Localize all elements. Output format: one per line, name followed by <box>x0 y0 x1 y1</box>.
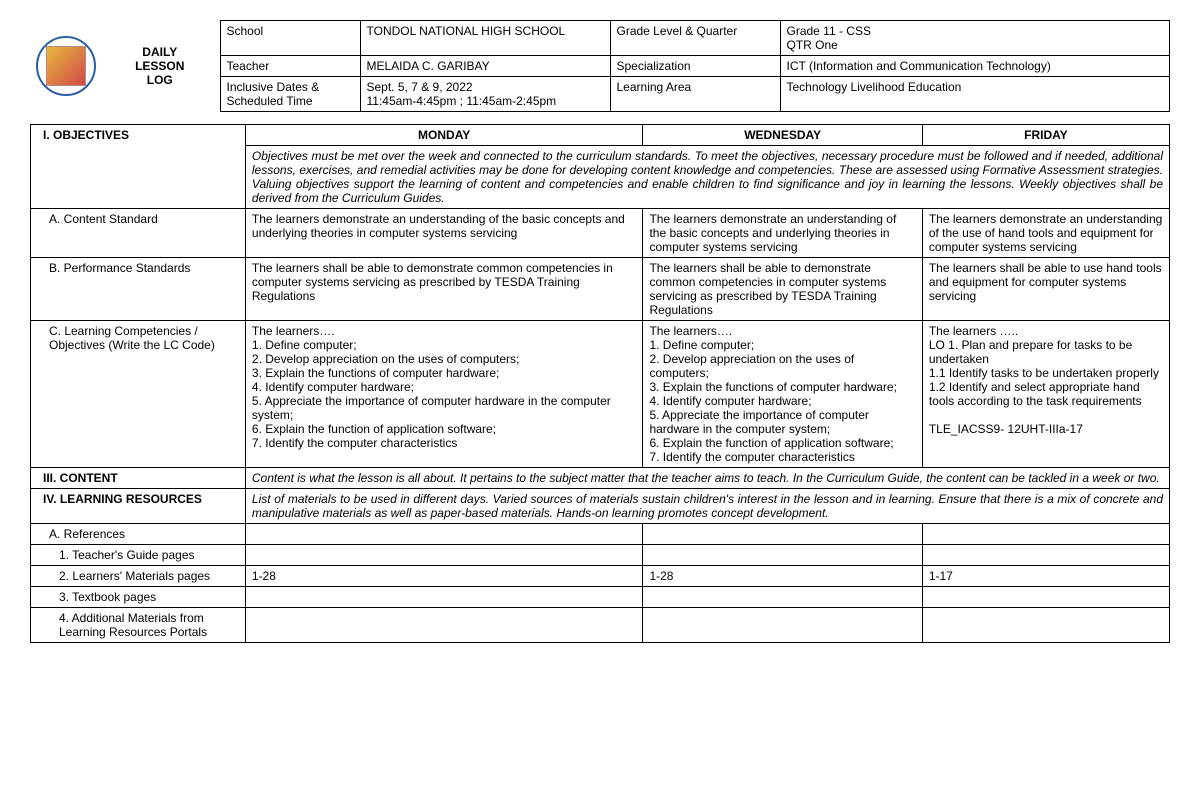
content-std-mon: The learners demonstrate an understandin… <box>245 209 643 258</box>
refs-mon <box>245 524 643 545</box>
hdr-teacher-value: MELAIDA C. GARIBAY <box>360 56 610 77</box>
perf-std-fri: The learners shall be able to use hand t… <box>922 258 1169 321</box>
perf-std-wed: The learners shall be able to demonstrat… <box>643 258 922 321</box>
lm-label: 2. Learners' Materials pages <box>31 566 246 587</box>
tb-wed <box>643 587 922 608</box>
perf-standard-row: B. Performance Standards The learners sh… <box>31 258 1170 321</box>
dll-line3: LOG <box>106 73 214 87</box>
am-wed <box>643 608 922 643</box>
tg-wed <box>643 545 922 566</box>
hdr-dates-value: Sept. 5, 7 & 9, 202211:45am-4:45pm ; 11:… <box>360 77 610 112</box>
learn-comp-wed: The learners….1. Define computer;2. Deve… <box>643 321 922 468</box>
perf-std-label: B. Performance Standards <box>31 258 246 321</box>
content-label: III. CONTENT <box>31 468 246 489</box>
content-std-fri: The learners demonstrate an understandin… <box>922 209 1169 258</box>
content-row: III. CONTENT Content is what the lesson … <box>31 468 1170 489</box>
lm-fri: 1-17 <box>922 566 1169 587</box>
lm-row: 2. Learners' Materials pages 1-28 1-28 1… <box>31 566 1170 587</box>
hdr-dates-label: Inclusive Dates & Scheduled Time <box>220 77 360 112</box>
hdr-teacher-label: Teacher <box>220 56 360 77</box>
hdr-school-label: School <box>220 21 360 56</box>
resources-row: IV. LEARNING RESOURCES List of materials… <box>31 489 1170 524</box>
tb-fri <box>922 587 1169 608</box>
refs-wed <box>643 524 922 545</box>
tg-fri <box>922 545 1169 566</box>
dll-title-cell: DAILY LESSON LOG <box>100 21 220 112</box>
lm-mon: 1-28 <box>245 566 643 587</box>
refs-label: A. References <box>31 524 246 545</box>
tb-mon <box>245 587 643 608</box>
hdr-area-value: Technology Livelihood Education <box>780 77 1170 112</box>
references-row: A. References <box>31 524 1170 545</box>
logo-cell <box>30 21 100 112</box>
refs-fri <box>922 524 1169 545</box>
am-mon <box>245 608 643 643</box>
tb-label: 3. Textbook pages <box>31 587 246 608</box>
resources-label: IV. LEARNING RESOURCES <box>31 489 246 524</box>
hdr-area-label: Learning Area <box>610 77 780 112</box>
lm-wed: 1-28 <box>643 566 922 587</box>
day-header-row: I. OBJECTIVES MONDAY WEDNESDAY FRIDAY <box>31 125 1170 146</box>
content-standard-row: A. Content Standard The learners demonst… <box>31 209 1170 258</box>
hdr-spec-label: Specialization <box>610 56 780 77</box>
tb-row: 3. Textbook pages <box>31 587 1170 608</box>
hdr-spec-value: ICT (Information and Communication Techn… <box>780 56 1170 77</box>
tg-row: 1. Teacher's Guide pages <box>31 545 1170 566</box>
learn-comp-label: C. Learning Competencies / Objectives (W… <box>31 321 246 468</box>
tg-mon <box>245 545 643 566</box>
hdr-school-value: TONDOL NATIONAL HIGH SCHOOL <box>360 21 610 56</box>
learn-comp-row: C. Learning Competencies / Objectives (W… <box>31 321 1170 468</box>
dll-line2: LESSON <box>106 59 214 73</box>
day-fri: FRIDAY <box>922 125 1169 146</box>
hdr-grade-value: Grade 11 - CSSQTR One <box>780 21 1170 56</box>
learn-comp-fri: The learners …..LO 1. Plan and prepare f… <box>922 321 1169 468</box>
am-row: 4. Additional Materials from Learning Re… <box>31 608 1170 643</box>
deped-logo <box>36 36 96 96</box>
am-fri <box>922 608 1169 643</box>
am-label: 4. Additional Materials from Learning Re… <box>31 608 246 643</box>
tg-label: 1. Teacher's Guide pages <box>31 545 246 566</box>
learn-comp-mon: The learners….1. Define computer;2. Deve… <box>245 321 643 468</box>
day-mon: MONDAY <box>245 125 643 146</box>
content-note: Content is what the lesson is all about.… <box>245 468 1169 489</box>
dll-line1: DAILY <box>106 45 214 59</box>
header-table: DAILY LESSON LOG School TONDOL NATIONAL … <box>30 20 1170 112</box>
lesson-log-table: I. OBJECTIVES MONDAY WEDNESDAY FRIDAY Ob… <box>30 124 1170 643</box>
content-std-label: A. Content Standard <box>31 209 246 258</box>
day-wed: WEDNESDAY <box>643 125 922 146</box>
resources-note: List of materials to be used in differen… <box>245 489 1169 524</box>
hdr-grade-label: Grade Level & Quarter <box>610 21 780 56</box>
perf-std-mon: The learners shall be able to demonstrat… <box>245 258 643 321</box>
objectives-label: I. OBJECTIVES <box>31 125 246 209</box>
content-std-wed: The learners demonstrate an understandin… <box>643 209 922 258</box>
objectives-note: Objectives must be met over the week and… <box>245 146 1169 209</box>
